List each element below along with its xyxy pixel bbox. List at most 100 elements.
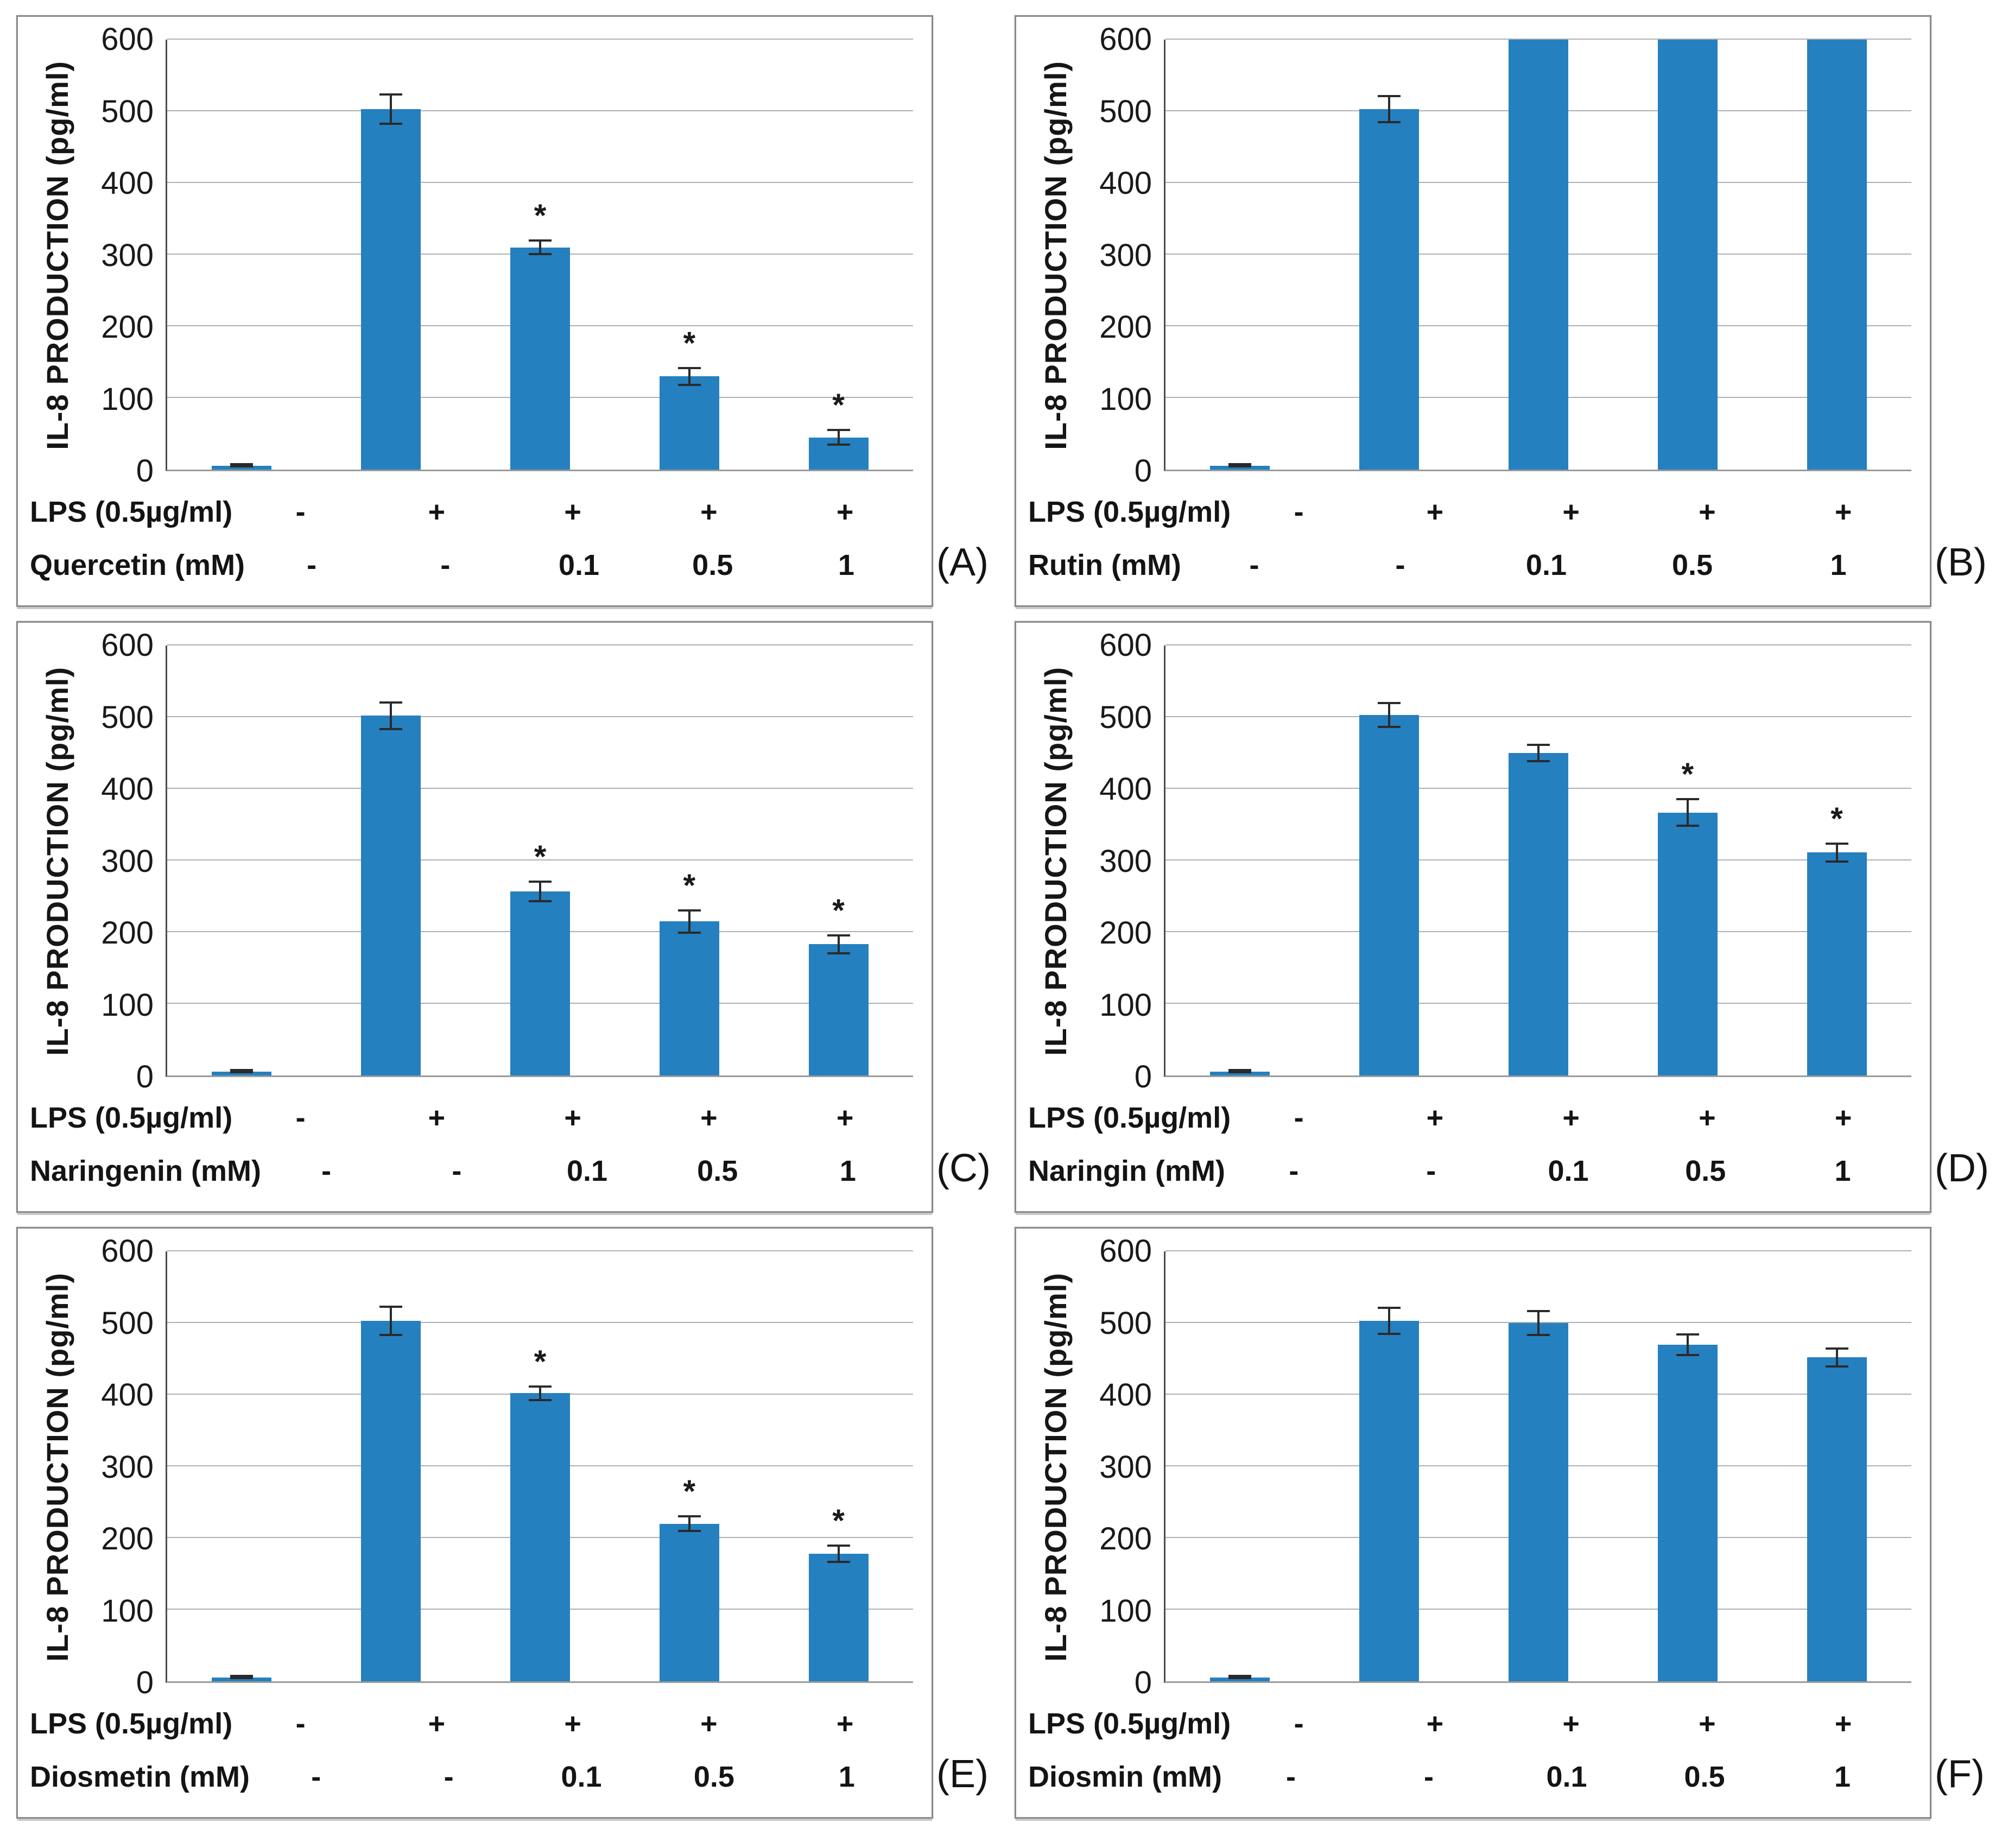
x-cell: 0.1 — [558, 549, 600, 581]
y-tick-label: 200 — [101, 1521, 154, 1557]
x-cell: - — [440, 549, 451, 581]
bar-slots: * * * — [167, 40, 913, 470]
x-cell: - — [311, 1761, 321, 1793]
bar-slot — [1165, 1251, 1315, 1681]
x-cell: + — [1562, 496, 1580, 528]
x-cell: 1 — [1830, 549, 1847, 581]
x-cell: 1 — [1834, 1155, 1851, 1187]
x-cell: - — [295, 496, 306, 528]
bar — [808, 1554, 869, 1681]
x-cell: 0.1 — [561, 1761, 602, 1793]
error-bar — [528, 1385, 552, 1401]
y-axis-ticks: 0 100 200 300 400 500 600 — [84, 1236, 166, 1699]
x-cell: + — [700, 1707, 718, 1740]
x-cell: + — [836, 1707, 854, 1740]
bar-slot — [1464, 645, 1613, 1075]
bar-slot: * — [466, 40, 615, 470]
error-bar — [1526, 1310, 1550, 1336]
bar — [212, 1072, 272, 1075]
x-cell: 1 — [1834, 1761, 1851, 1793]
x-cell: 0.1 — [1525, 549, 1567, 581]
bar — [1807, 40, 1867, 470]
x-row: Diosmin (mM) - - 0.1 0.5 1 — [1028, 1750, 1915, 1803]
x-row-label: LPS (0.5µg/ml) — [30, 1102, 233, 1134]
chart-area: IL-8 PRODUCTION (pg/ml) 0 100 200 300 400 500… — [30, 24, 916, 487]
x-cell: + — [428, 496, 446, 528]
x-cell: + — [428, 1707, 446, 1740]
y-tick-label: 0 — [136, 1665, 154, 1700]
bar-slot: * — [764, 40, 913, 470]
panel-label: (E) — [936, 1752, 989, 1796]
x-cell: - — [1426, 1155, 1436, 1187]
bar — [1359, 715, 1420, 1075]
y-tick-label: 0 — [1134, 453, 1152, 489]
x-cell: + — [1426, 496, 1444, 528]
error-bar-line — [1835, 1349, 1838, 1365]
panel-group-d: IL-8 PRODUCTION (pg/ml) 0 100 200 300 400 500… — [1015, 621, 1999, 1213]
y-tick-label: 600 — [1099, 628, 1152, 663]
bar — [659, 376, 719, 470]
bar — [510, 1393, 570, 1681]
bar — [1359, 1321, 1420, 1681]
gridline — [167, 1322, 913, 1323]
x-row: Rutin (mM) - - 0.1 0.5 1 — [1028, 539, 1915, 592]
bar-slot: * — [466, 1251, 615, 1681]
significance-star: * — [683, 326, 696, 362]
error-bar — [230, 1675, 254, 1680]
x-cell: 0.5 — [1685, 1155, 1726, 1187]
x-cell: - — [1294, 1102, 1304, 1134]
error-bar-line — [1686, 800, 1689, 825]
x-cell: + — [1562, 1102, 1580, 1134]
y-tick-label: 200 — [101, 309, 154, 345]
error-bar-line — [1388, 97, 1391, 122]
bar — [212, 1678, 272, 1681]
error-bar-line — [688, 369, 690, 384]
error-bar-line — [688, 1517, 690, 1530]
significance-star: * — [832, 893, 845, 928]
x-axis-table: LPS (0.5µg/ml) - + + + + Naringenin (mM) - -0.1 0… — [30, 1091, 916, 1198]
y-tick-label: 500 — [1099, 699, 1152, 735]
x-row-label: Quercetin (mM) — [30, 549, 245, 581]
error-bar — [1378, 702, 1401, 728]
gridline — [1165, 644, 1911, 645]
x-cell: + — [564, 1707, 581, 1740]
error-bar-line — [837, 1546, 840, 1561]
y-tick-label: 500 — [101, 699, 154, 735]
y-tick-label: 200 — [1099, 309, 1152, 345]
error-bar-line — [390, 703, 392, 728]
bar-slot: * — [764, 1251, 913, 1681]
x-cell: - — [1395, 549, 1405, 581]
gridline — [167, 716, 913, 717]
significance-star: * — [683, 1473, 696, 1509]
y-tick-label: 500 — [101, 93, 154, 129]
panel-group-b: IL-8 PRODUCTION (pg/ml) 0 100 200 300 400 500… — [1015, 15, 1999, 607]
gridline — [167, 1250, 913, 1251]
error-bar-line — [538, 242, 541, 254]
significance-star: * — [1681, 757, 1694, 793]
x-cell: - — [1424, 1761, 1434, 1793]
bar-slot — [1165, 645, 1315, 1075]
bar — [1807, 1357, 1867, 1681]
y-tick-label: 600 — [101, 628, 154, 663]
x-row: Diosmetin (mM) - - 0.1 0.5 1 — [30, 1750, 916, 1803]
x-cell: 0.5 — [697, 1155, 738, 1187]
x-cell: 1 — [839, 1155, 856, 1187]
x-row-label: Naringin (mM) — [1028, 1155, 1225, 1187]
panel-d: IL-8 PRODUCTION (pg/ml) 0 100 200 300 400 500… — [1015, 621, 1931, 1213]
x-cell: - — [444, 1761, 454, 1793]
bar-slot: * — [764, 645, 913, 1075]
error-bar-line — [1835, 845, 1838, 860]
y-tick-label: 100 — [1099, 1593, 1152, 1629]
bar-slot — [1762, 1251, 1911, 1681]
y-tick-label: 400 — [1099, 166, 1152, 201]
x-axis-table: LPS (0.5µg/ml) - + + + + Diosmetin (mM) - -0.1 0.… — [30, 1697, 916, 1803]
bar — [1657, 40, 1718, 470]
error-bar-line — [1686, 1335, 1689, 1354]
x-row-label: Diosmin (mM) — [1028, 1761, 1222, 1793]
x-cell: - — [307, 549, 317, 581]
error-bar — [528, 239, 552, 256]
chart-area: IL-8 PRODUCTION (pg/ml) 0 100 200 300 400 500… — [30, 630, 916, 1093]
error-bar-line — [1537, 745, 1539, 761]
x-cell: 1 — [838, 549, 854, 581]
bar-slot — [1464, 40, 1613, 470]
